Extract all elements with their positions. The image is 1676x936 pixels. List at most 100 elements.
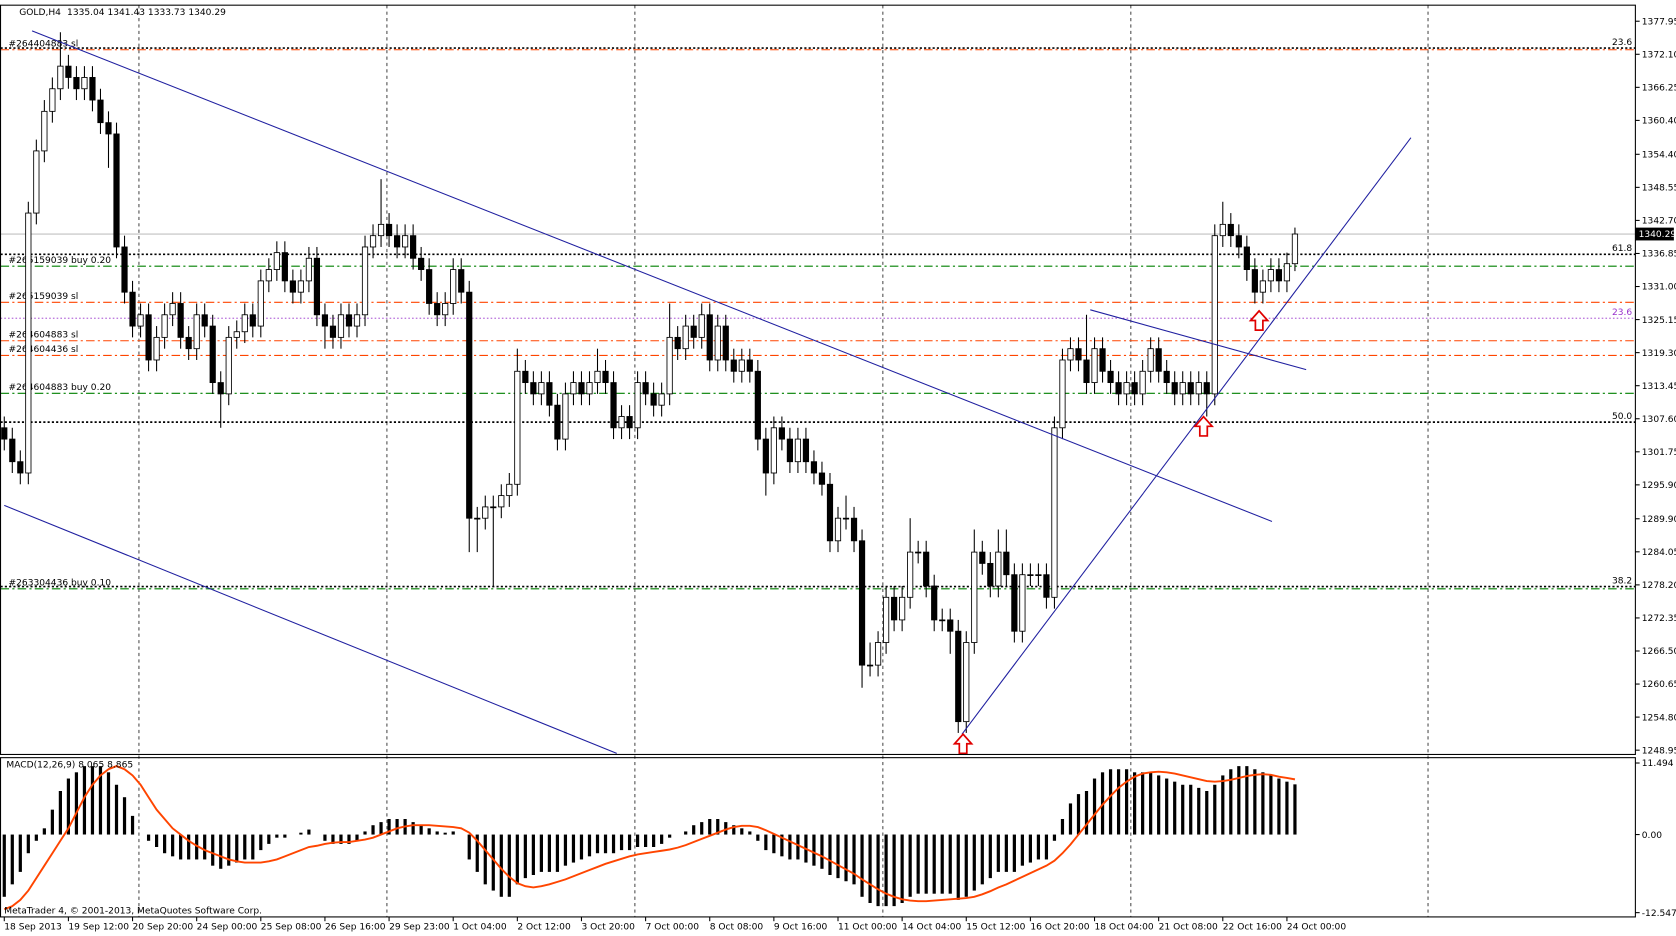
candle-body [1115,382,1122,395]
candle-body [1139,370,1146,395]
candle-body [1243,246,1250,270]
candle-body [594,370,601,384]
x-tick-label: 26 Sep 16:00 [325,923,386,933]
y-tick-label: 1331.00 [1642,283,1676,293]
candle-body [257,280,264,327]
candle-body [73,77,80,90]
x-tick-label: 8 Oct 08:00 [710,923,764,933]
y-tick-label: 1284.05 [1642,548,1676,558]
candle-body [1283,263,1291,282]
candle-body [1267,269,1274,282]
order-label: #264604883 buy 0.20 [9,383,112,393]
candle-body [41,110,48,152]
candle-body [241,314,248,333]
candle-body [153,336,160,361]
candle-body [874,642,882,666]
candle-body [498,495,505,508]
candle-body [1019,574,1026,632]
y-tick-label: 1377.95 [1642,17,1676,27]
y-tick-label: 1336.85 [1642,250,1676,260]
candle-body [442,303,449,316]
candle-body [1251,269,1258,293]
candle-body [474,517,481,520]
x-tick-label: 24 Sep 00:00 [197,923,258,933]
candle-body [97,99,104,124]
candle-body [907,551,914,598]
price-tag [1635,227,1674,241]
fib-label: 50.0 [1612,412,1632,422]
candle-body [1227,223,1234,237]
trend-line [31,30,1273,522]
candle-body [458,269,465,293]
y-tick-label: 1342.70 [1642,217,1676,227]
close: 1340.29 [188,8,226,18]
x-tick-label: 20 Sep 20:00 [133,923,194,933]
candle-body [402,235,409,248]
candle-body [1091,348,1098,384]
candle-body [297,280,304,293]
fib-label: 23.6 [1612,308,1632,318]
macd-tick-label: 0.00 [1642,831,1662,841]
y-tick-label: 1301.75 [1642,448,1676,458]
candle-body [1043,574,1050,598]
candle-body [578,382,585,395]
candle-body [105,122,112,135]
candle-body [426,269,433,304]
candle-body [1171,382,1178,395]
header: GOLD,H4 1335.04 1341.43 1333.73 1340.29 [19,8,226,18]
candle-body [177,303,184,338]
candle-body [570,382,577,395]
candle-body [818,472,826,485]
copyright: MetaTrader 4, © 2001-2013, MetaQuotes So… [4,907,262,917]
candle-body [273,252,280,270]
candle-body [185,336,192,350]
candle-body [466,291,473,519]
candle-body [225,336,232,395]
x-tick-label: 9 Oct 16:00 [774,923,828,933]
candle-body [650,393,657,406]
x-tick-label: 7 Oct 00:00 [646,923,700,933]
candle-body [1011,574,1018,632]
x-tick-label: 16 Oct 20:00 [1030,923,1089,933]
candle-body [674,336,681,350]
candle-body [610,382,617,429]
candle-body [1051,427,1058,598]
candle-body [1099,348,1106,372]
candle-body [450,269,457,304]
macd-panel [0,757,1636,918]
macd-last: 8.065 [78,760,104,770]
candle-body [602,370,609,384]
candle-body [313,257,321,316]
candle-body [794,438,802,463]
up-arrow [1248,309,1270,331]
candle-body [1003,551,1010,576]
candle-body [289,280,296,293]
drawings [4,30,1412,754]
candle-body [538,382,545,395]
candle-body [1195,382,1202,395]
candle-body [666,336,673,395]
candle-body [706,314,713,361]
candle-body [634,382,641,429]
candle-body [762,438,769,474]
candle-body [522,370,529,384]
candle-body [65,65,72,78]
candle-body [826,483,834,542]
candle-body [891,596,898,621]
candle-body [1,427,8,440]
trend-line [1090,309,1307,371]
x-tick-label: 24 Oct 00:00 [1287,923,1346,933]
candle-body [410,235,417,259]
x-tick-label: 15 Oct 12:00 [966,923,1025,933]
y-tick-label: 1366.25 [1642,84,1676,94]
candle-body [722,325,729,361]
candle-body [770,427,777,474]
y-tick-label: 1295.90 [1642,481,1676,491]
arrows [952,309,1270,755]
fib-label: 38.2 [1612,576,1632,586]
fib-label: 23.6 [1612,38,1632,48]
candle-body [738,359,745,372]
